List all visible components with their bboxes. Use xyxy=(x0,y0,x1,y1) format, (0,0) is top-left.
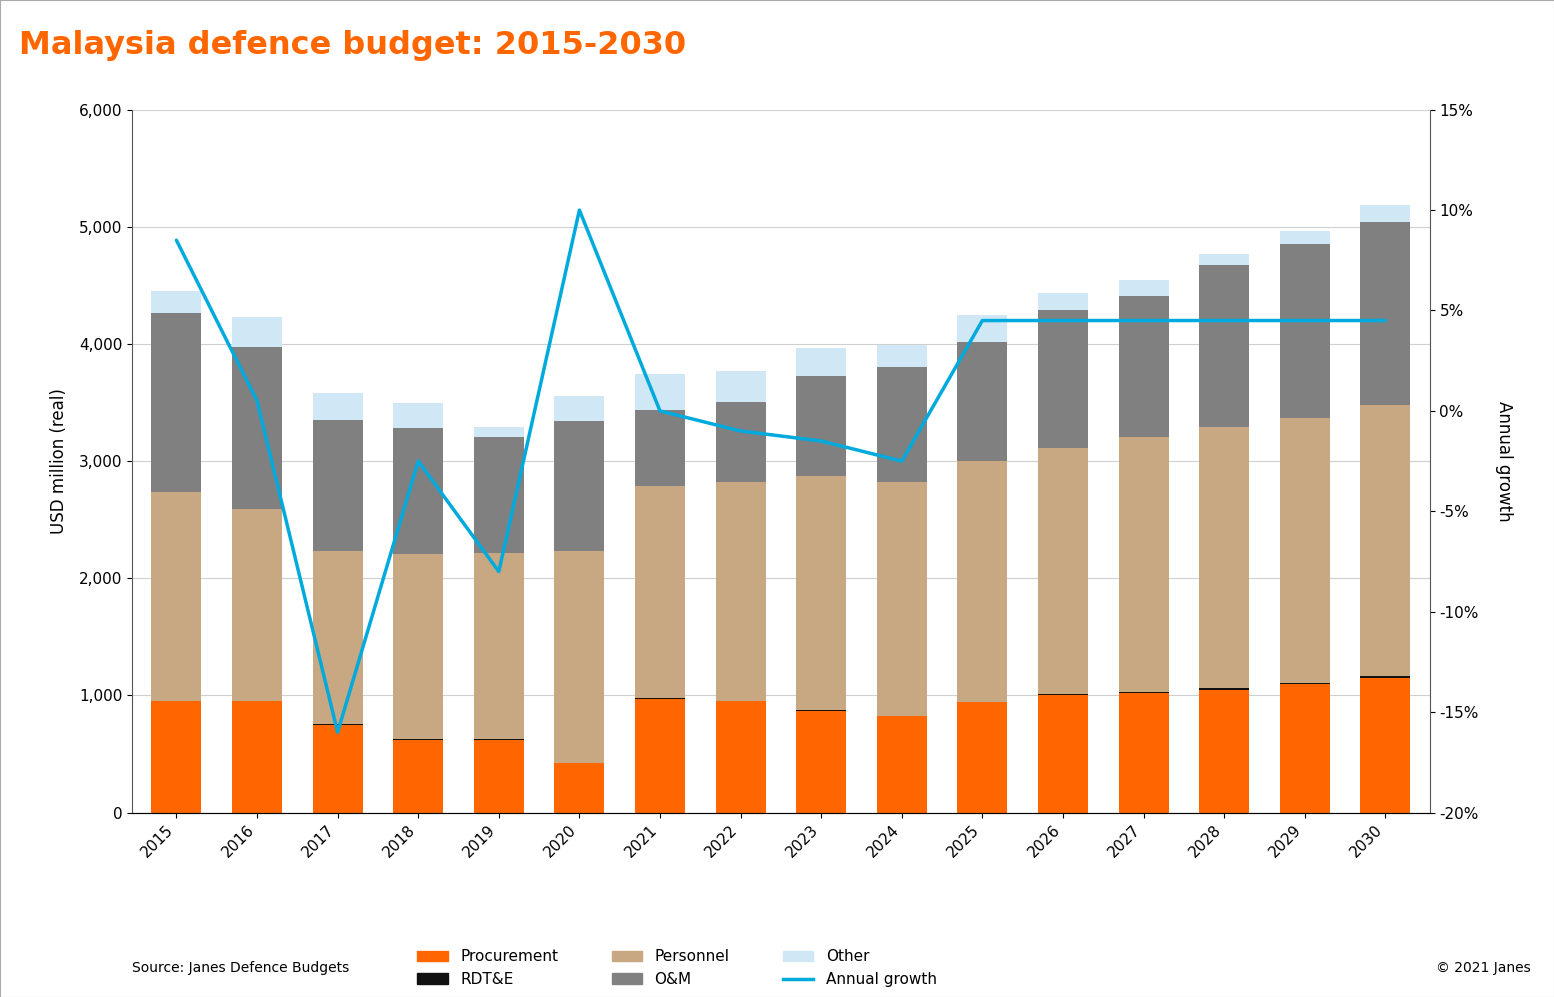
Bar xyxy=(876,482,926,716)
Annual growth xyxy=(570,204,589,216)
Bar xyxy=(715,482,766,701)
Annual growth xyxy=(1375,315,1394,327)
Bar xyxy=(957,342,1007,461)
Annual growth xyxy=(247,395,266,407)
Bar xyxy=(232,317,281,347)
Bar xyxy=(1038,310,1088,449)
Bar xyxy=(1360,204,1411,221)
Bar xyxy=(474,740,524,813)
Annual growth xyxy=(651,405,670,417)
Bar xyxy=(796,711,847,813)
Bar xyxy=(715,402,766,482)
Text: © 2021 Janes: © 2021 Janes xyxy=(1436,961,1531,975)
Bar xyxy=(312,725,362,813)
Bar xyxy=(1280,244,1330,418)
Bar xyxy=(1280,684,1330,813)
Bar xyxy=(312,420,362,550)
Bar xyxy=(796,376,847,476)
Annual growth xyxy=(1296,315,1315,327)
Bar xyxy=(1280,231,1330,244)
Annual growth xyxy=(168,234,186,246)
Y-axis label: USD million (real): USD million (real) xyxy=(50,388,68,534)
Annual growth xyxy=(1215,315,1234,327)
Bar xyxy=(715,701,766,813)
Bar xyxy=(1038,696,1088,813)
Bar xyxy=(1038,449,1088,694)
Bar xyxy=(796,348,847,376)
Annual growth xyxy=(973,315,991,327)
Bar xyxy=(1360,221,1411,406)
Bar xyxy=(1119,437,1169,692)
Bar xyxy=(151,313,202,493)
Annual growth xyxy=(1134,315,1153,327)
Bar xyxy=(555,421,605,550)
Bar xyxy=(393,403,443,428)
Bar xyxy=(1200,254,1249,265)
Bar xyxy=(151,291,202,313)
Bar xyxy=(393,740,443,813)
Bar xyxy=(232,347,281,508)
Bar xyxy=(151,493,202,701)
Bar xyxy=(1119,693,1169,813)
Bar xyxy=(1119,692,1169,693)
Bar xyxy=(232,508,281,701)
Bar xyxy=(957,315,1007,342)
Bar xyxy=(312,550,362,724)
Text: Malaysia defence budget: 2015-2030: Malaysia defence budget: 2015-2030 xyxy=(19,30,685,61)
Bar xyxy=(1280,683,1330,684)
Bar xyxy=(1360,676,1411,678)
Bar xyxy=(1360,678,1411,813)
Bar xyxy=(1360,406,1411,676)
Bar xyxy=(876,367,926,482)
Bar xyxy=(636,487,685,698)
Bar xyxy=(636,410,685,487)
Y-axis label: Annual growth: Annual growth xyxy=(1495,401,1514,521)
Bar xyxy=(1038,293,1088,310)
Bar xyxy=(715,371,766,402)
Bar xyxy=(1200,688,1249,690)
Bar xyxy=(1119,279,1169,296)
Annual growth xyxy=(892,456,911,468)
Bar xyxy=(555,764,605,813)
Bar xyxy=(1200,427,1249,688)
Bar xyxy=(957,703,1007,813)
Bar xyxy=(474,553,524,740)
Bar xyxy=(555,550,605,763)
Bar xyxy=(1200,690,1249,813)
Bar xyxy=(1200,265,1249,427)
Bar xyxy=(876,345,926,367)
Legend: Procurement, RDT&E, Personnel, O&M, Other, Annual growth: Procurement, RDT&E, Personnel, O&M, Othe… xyxy=(412,943,943,993)
Bar xyxy=(474,437,524,553)
Annual growth xyxy=(490,565,508,577)
Bar xyxy=(1280,418,1330,683)
Bar xyxy=(876,717,926,813)
Bar xyxy=(555,396,605,421)
Bar xyxy=(232,701,281,813)
Bar xyxy=(151,701,202,813)
Annual growth xyxy=(1054,315,1072,327)
Bar xyxy=(1038,694,1088,696)
Annual growth xyxy=(409,456,427,468)
Text: Source: Janes Defence Budgets: Source: Janes Defence Budgets xyxy=(132,961,350,975)
Line: Annual growth: Annual growth xyxy=(177,210,1385,732)
Annual growth xyxy=(328,726,347,738)
Bar xyxy=(393,554,443,740)
Annual growth xyxy=(811,435,830,447)
Bar xyxy=(393,428,443,554)
Bar xyxy=(957,461,1007,702)
Bar xyxy=(636,374,685,410)
Bar xyxy=(796,476,847,710)
Bar xyxy=(312,393,362,420)
Annual growth xyxy=(732,425,751,437)
Bar xyxy=(1119,296,1169,437)
Bar xyxy=(474,427,524,437)
Bar xyxy=(636,699,685,813)
